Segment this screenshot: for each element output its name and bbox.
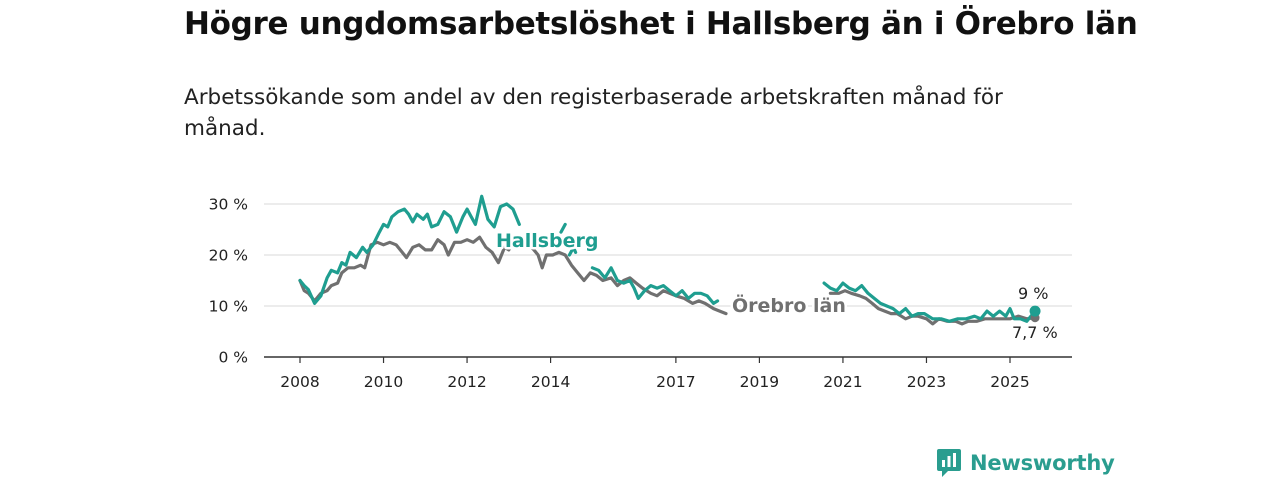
end-label-hallsberg: 9 % [1018,284,1048,303]
series-labels: Hallsberg Örebro län 9 % 7,7 % [494,228,1061,345]
x-tick-label: 2021 [823,373,862,391]
chart-subtitle: Arbetssökande som andel av den registerb… [184,85,1003,141]
endpoint-marker-hallsberg [1029,305,1041,317]
x-tick-label: 2017 [656,373,695,391]
x-tick-label: 2010 [364,373,403,391]
series-line-orebro [298,235,1037,326]
x-tick-label: 2008 [280,373,319,391]
brand-name: Newsworthy [970,451,1115,475]
y-tick-label: 0 % [218,349,248,367]
x-tick-label: 2012 [447,373,486,391]
y-tick-label: 20 % [209,247,248,265]
x-tick-label: 2014 [531,373,570,391]
end-label-orebro: 7,7 % [1012,323,1058,342]
newsworthy-icon [937,449,961,477]
x-tick-label: 2019 [740,373,779,391]
x-axis-ticks: 2008 2010 2012 2014 2017 2019 2021 2023 2025 [280,357,1030,391]
chart-title: Högre ungdomsarbetslöshet i Hallsberg än… [184,6,1138,42]
x-tick-label: 2025 [990,373,1029,391]
series-lines [298,194,1037,326]
x-tick-label: 2023 [907,373,946,391]
series-label-orebro: Örebro län [732,293,846,317]
gridlines [264,203,1072,358]
newsworthy-logo: Newsworthy [936,448,1115,478]
y-axis-ticks: 0 % 10 % 20 % 30 % [209,196,248,367]
series-label-hallsberg: Hallsberg [496,230,599,252]
y-tick-label: 10 % [209,298,248,316]
y-tick-label: 30 % [209,196,248,214]
series-line-hallsberg [298,194,1037,323]
series-endpoints [1029,305,1041,323]
